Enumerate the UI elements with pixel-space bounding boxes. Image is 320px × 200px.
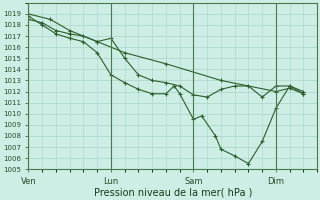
X-axis label: Pression niveau de la mer( hPa ): Pression niveau de la mer( hPa ) xyxy=(94,187,252,197)
